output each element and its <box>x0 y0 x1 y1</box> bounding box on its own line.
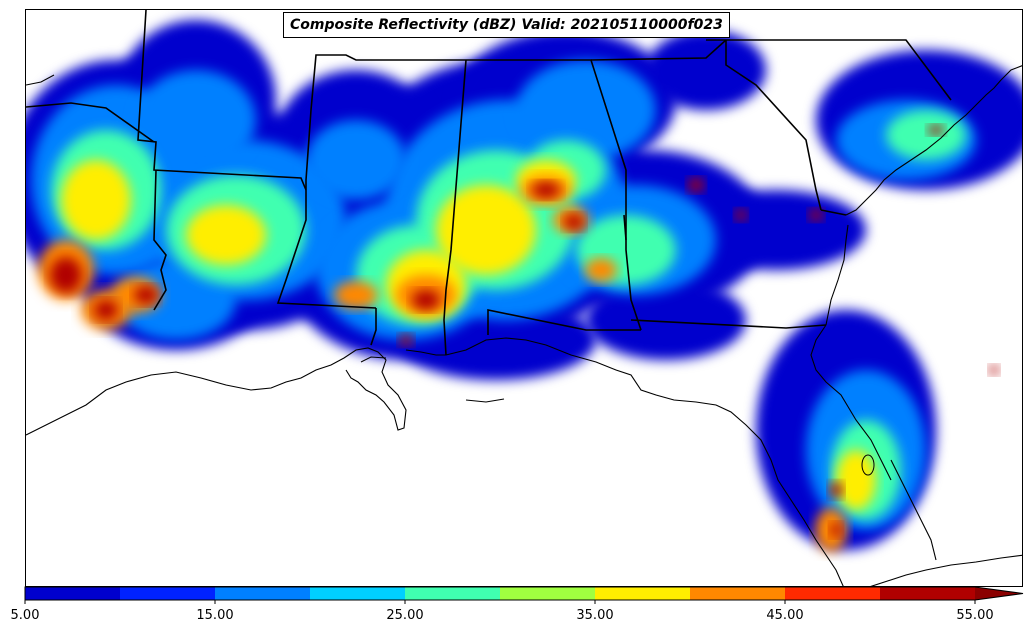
reflectivity-map <box>26 10 1022 586</box>
colorbar-tick-label: 45.00 <box>766 608 803 623</box>
echo-cell <box>306 120 406 200</box>
echo-cell <box>585 258 617 282</box>
colorbar-segment <box>405 587 500 600</box>
colorbar-tick-label: 15.00 <box>196 608 233 623</box>
echo-cell <box>412 290 440 310</box>
colorbar-tick-label: 55.00 <box>956 608 993 623</box>
echo-cell <box>136 70 256 170</box>
echo-cell <box>735 209 747 221</box>
colorbar-segments <box>24 586 1024 601</box>
echo-cell <box>928 125 944 135</box>
echo-cell <box>50 257 82 293</box>
colorbar-ticks: 5.00 15.00 25.00 35.00 45.00 55.00 <box>11 600 994 623</box>
echo-cell <box>61 160 131 240</box>
colorbar-outline <box>24 586 1024 601</box>
colorbar: 5.00 15.00 25.00 35.00 45.00 55.00 <box>11 586 1024 623</box>
colorbar-segment <box>500 587 595 600</box>
colorbar-tick-label: 5.00 <box>11 608 40 623</box>
colorbar-tick-label: 25.00 <box>386 608 423 623</box>
echo-cell <box>886 110 966 160</box>
coastline <box>26 65 1022 586</box>
map-panel <box>25 9 1023 587</box>
echo-cell <box>989 365 999 375</box>
echo-cell <box>564 214 584 230</box>
colorbar-segment <box>310 587 405 600</box>
colorbar-segment <box>25 587 120 600</box>
radar-echoes <box>26 20 1022 552</box>
echo-cell <box>809 209 823 221</box>
colorbar-segment <box>690 587 785 600</box>
echo-cell <box>94 300 118 320</box>
map-title: Composite Reflectivity (dBZ) Valid: 2021… <box>283 12 730 38</box>
echo-cell <box>399 334 413 346</box>
colorbar-extend-arrow <box>975 587 1023 600</box>
echo-cell <box>532 182 560 198</box>
echo-cell <box>516 60 656 160</box>
echo-cell <box>334 281 378 309</box>
echo-cell <box>646 30 766 110</box>
lakes <box>360 356 875 476</box>
colorbar-segment <box>595 587 690 600</box>
state-borders <box>26 10 952 356</box>
colorbar-tick-label: 35.00 <box>576 608 613 623</box>
colorbar-segment <box>120 587 215 600</box>
colorbar-segment <box>785 587 880 600</box>
echo-cell <box>586 280 746 360</box>
echo-cell <box>186 205 266 265</box>
echo-cell <box>436 185 536 275</box>
echo-cell <box>836 450 876 510</box>
echo-cell <box>688 178 704 192</box>
echo-cell <box>134 286 158 304</box>
echo-cell <box>830 523 842 537</box>
colorbar-segment <box>880 587 975 600</box>
colorbar-segment <box>215 587 310 600</box>
echo-cell <box>829 482 843 498</box>
